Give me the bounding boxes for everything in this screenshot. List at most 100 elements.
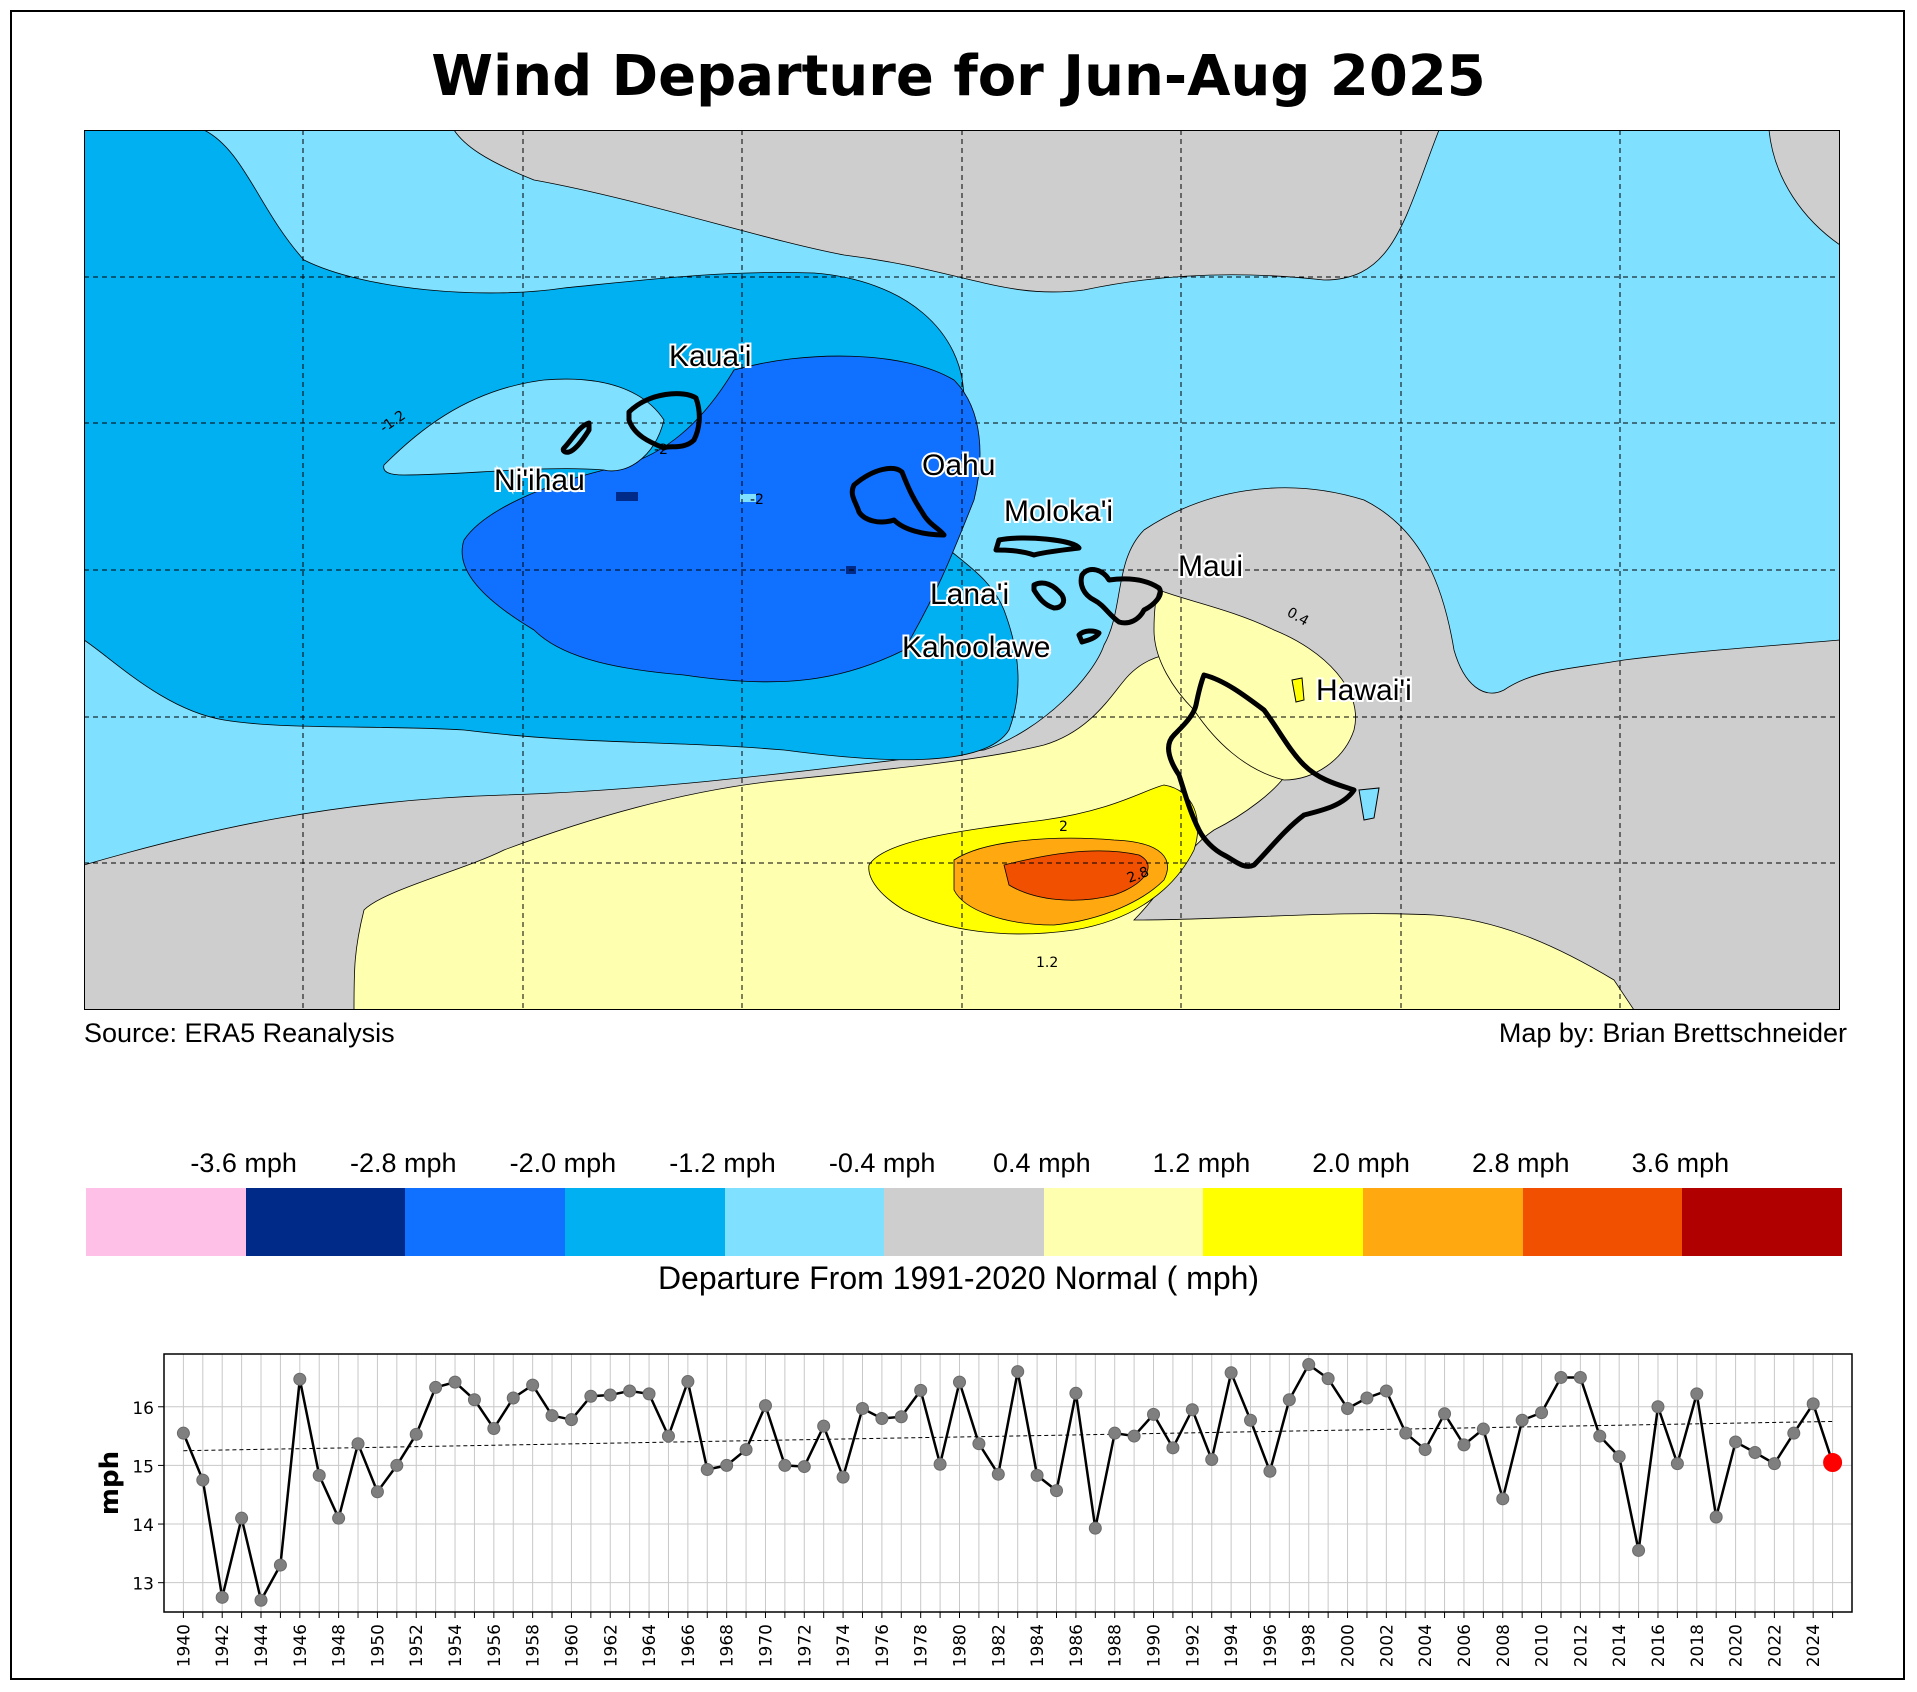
data-point: [196, 1473, 210, 1487]
data-point: [855, 1402, 869, 1416]
colorbar-tick-label: 0.4 mph: [993, 1148, 1091, 1178]
data-point: [1011, 1365, 1025, 1379]
contour-patch-cyan-east: [1358, 787, 1380, 821]
x-tick-label: 1986: [1067, 1624, 1087, 1667]
x-tick-label: 2002: [1377, 1624, 1397, 1667]
data-point: [1496, 1492, 1510, 1506]
figure-frame: [10, 10, 1905, 1680]
data-point: [487, 1421, 501, 1435]
colorbar-tick-label: -1.2 mph: [669, 1148, 776, 1178]
data-point: [1341, 1402, 1355, 1416]
island-label-molokai: Moloka'i: [1004, 495, 1113, 528]
data-point: [797, 1460, 811, 1474]
colorbar-tick-label: -2.8 mph: [349, 1148, 457, 1178]
data-point: [700, 1463, 714, 1477]
data-point: [448, 1375, 462, 1389]
contour-label: 2: [1059, 819, 1068, 835]
colorbar: [86, 1188, 1843, 1256]
contour-region-minus2: [461, 355, 981, 683]
x-tick-label: 1954: [446, 1624, 466, 1667]
x-tick-label: 2018: [1688, 1624, 1708, 1667]
timeseries-chart[interactable]: 13 14 15 16 1940 1942 1944 1946 1948 1950 1952 1954…: [0, 1340, 1917, 1692]
data-point: [1806, 1397, 1820, 1411]
data-point: [894, 1410, 908, 1424]
plot-area: [164, 1354, 1852, 1612]
data-point: [1573, 1370, 1587, 1384]
source-caption: Source: ERA5 Reanalysis: [84, 1018, 395, 1048]
contour-label: -2: [750, 492, 764, 508]
contour-patch-light-1: [740, 494, 756, 502]
data-point: [1088, 1521, 1102, 1535]
data-point: [1418, 1443, 1432, 1457]
x-tick-label: 1944: [252, 1624, 272, 1667]
x-tick-label: 2006: [1455, 1624, 1475, 1667]
data-point: [526, 1378, 540, 1392]
data-point: [914, 1383, 928, 1397]
x-tick-label: 1978: [912, 1624, 932, 1667]
x-tick-label: 1970: [756, 1624, 776, 1667]
data-point: [1612, 1450, 1626, 1464]
data-point: [875, 1412, 889, 1425]
data-point: [681, 1375, 695, 1389]
data-point: [1593, 1429, 1607, 1443]
data-point: [1748, 1446, 1762, 1460]
data-point: [390, 1458, 404, 1472]
y-tick-label: 15: [132, 1457, 154, 1477]
data-point: [1379, 1384, 1393, 1398]
data-point: [1457, 1438, 1471, 1452]
colorbar-tick-label: 2.8 mph: [1471, 1148, 1570, 1178]
data-point: [720, 1458, 734, 1472]
colorbar-segment: [564, 1188, 725, 1256]
x-tick-label: 2010: [1533, 1624, 1553, 1667]
data-point: [1670, 1457, 1684, 1471]
contour-region-light-kauai: [383, 378, 665, 476]
island-oahu-outline: [849, 466, 947, 538]
data-point: [176, 1426, 190, 1440]
island-maui-outline: [1078, 567, 1163, 626]
colorbar-segment: [1522, 1188, 1683, 1256]
data-point: [1069, 1386, 1083, 1400]
island-kauai-outline: [626, 391, 702, 451]
island-hawaii-outline: [1166, 672, 1357, 869]
x-tick-label: 1942: [213, 1624, 233, 1667]
colorbar-segment: [1682, 1188, 1843, 1256]
data-point: [1050, 1484, 1064, 1498]
data-point: [429, 1380, 443, 1394]
data-point: [1690, 1387, 1704, 1401]
colorbar-tick-label: -3.6 mph: [190, 1148, 297, 1178]
wind-departure-map[interactable]: -1.2 -2 -2 0.4 2 2.8 1.2 Kaua'i Ni'ihau …: [84, 130, 1840, 1010]
x-tick-label: 1974: [834, 1624, 854, 1667]
x-tick-label: 2000: [1339, 1624, 1359, 1667]
x-tick-label: 1946: [291, 1624, 311, 1667]
page-title: Wind Departure for Jun-Aug 2025: [431, 44, 1486, 109]
y-tick-label: 14: [132, 1516, 154, 1536]
x-tick-label: 1994: [1222, 1624, 1242, 1667]
data-point: [972, 1437, 986, 1451]
data-point: [1515, 1413, 1529, 1427]
map-border: [84, 130, 1840, 1010]
island-molokai-outline: [993, 535, 1082, 558]
x-tick-label: 1976: [873, 1624, 893, 1667]
data-point: [1108, 1426, 1122, 1440]
data-point: [1321, 1372, 1335, 1386]
x-tick-label: 1958: [524, 1624, 544, 1667]
highlight-point: [1823, 1452, 1843, 1472]
island-lanai-outline: [1031, 580, 1067, 611]
contour-region-grey-north: [453, 130, 1440, 293]
data-point: [254, 1593, 268, 1607]
data-point: [1476, 1422, 1490, 1436]
colorbar-segment: [405, 1188, 565, 1256]
y-tick-label: 13: [132, 1575, 154, 1595]
data-point: [1224, 1366, 1238, 1380]
data-point: [1263, 1464, 1277, 1478]
x-tick-label: 1940: [174, 1624, 194, 1667]
contour-label: 1.2: [1036, 955, 1058, 971]
x-tick-label: 1952: [407, 1624, 427, 1667]
data-point: [235, 1511, 249, 1525]
colorbar-segment: [1043, 1188, 1204, 1256]
data-point: [1438, 1407, 1452, 1421]
contour-region-plus1-maui: [1153, 589, 1356, 781]
colorbar-title: Departure From 1991-2020 Normal ( mph): [657, 1260, 1260, 1296]
data-point: [1709, 1510, 1723, 1524]
island-label-kauai: Kaua'i: [669, 340, 751, 373]
